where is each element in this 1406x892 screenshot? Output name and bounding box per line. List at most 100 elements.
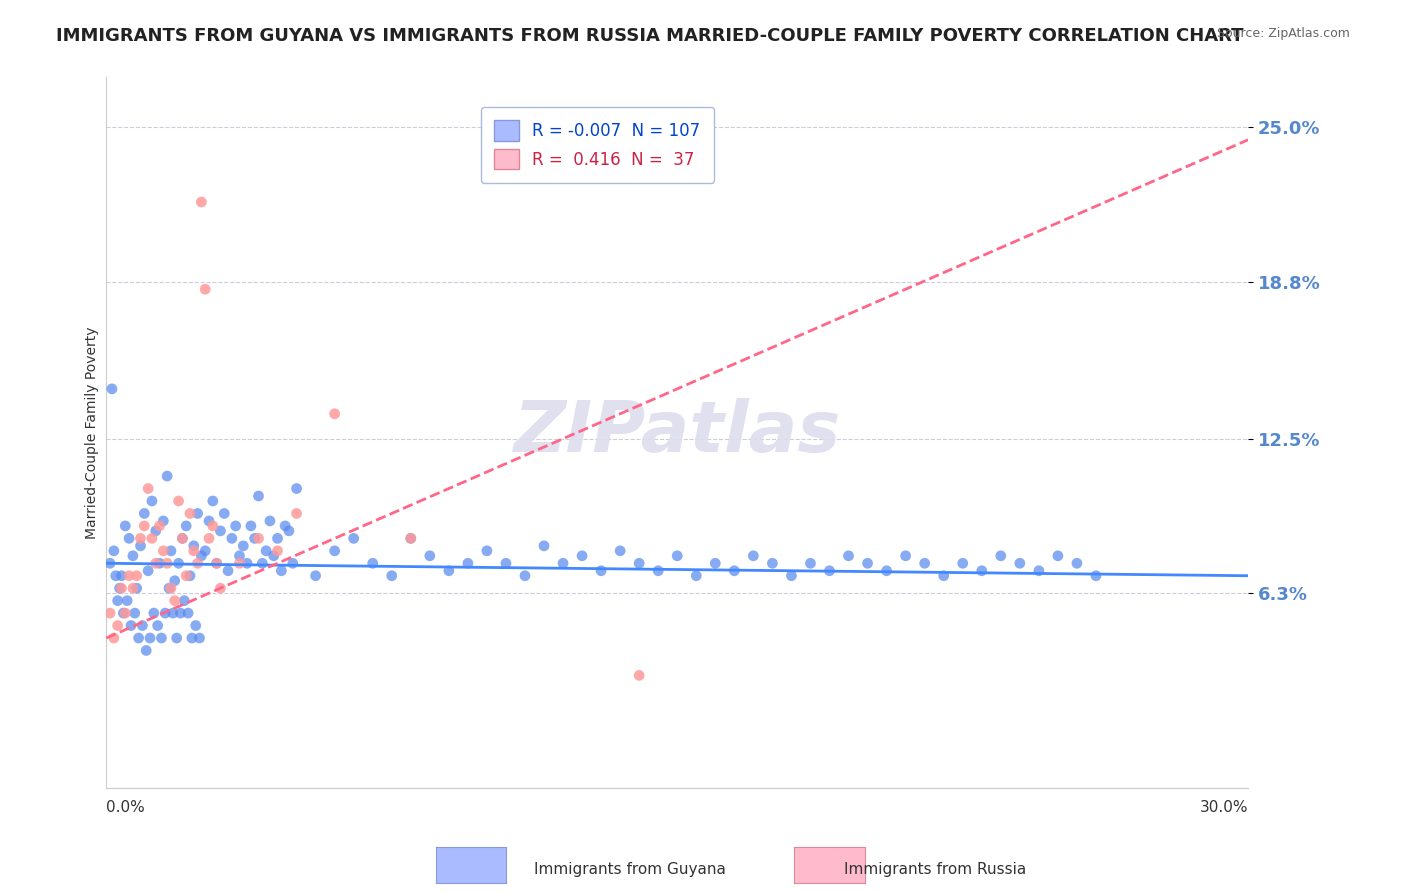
- Point: [266, 544, 288, 558]
- Point: [125, 568, 148, 582]
- Point: [174, 519, 197, 533]
- Point: [399, 532, 422, 546]
- Point: [970, 564, 993, 578]
- Point: [1046, 549, 1069, 563]
- Point: [160, 544, 183, 558]
- Point: [152, 544, 174, 558]
- Point: [914, 556, 936, 570]
- Point: [122, 549, 145, 563]
- Point: [112, 606, 135, 620]
- Point: [187, 556, 209, 570]
- Point: [343, 532, 366, 546]
- Point: [169, 606, 191, 620]
- Point: [142, 606, 165, 620]
- Point: [134, 507, 156, 521]
- Point: [205, 556, 228, 570]
- Point: [551, 556, 574, 570]
- Point: [252, 556, 274, 570]
- Point: [647, 564, 669, 578]
- Point: [201, 494, 224, 508]
- Point: [172, 532, 194, 546]
- Point: [173, 593, 195, 607]
- Point: [780, 568, 803, 582]
- Point: [685, 568, 707, 582]
- Point: [120, 618, 142, 632]
- Point: [148, 519, 170, 533]
- Point: [107, 593, 129, 607]
- Point: [876, 564, 898, 578]
- Point: [856, 556, 879, 570]
- Point: [124, 606, 146, 620]
- Point: [134, 519, 156, 533]
- Point: [381, 568, 404, 582]
- Point: [156, 469, 179, 483]
- Point: [150, 631, 173, 645]
- Text: Immigrants from Russia: Immigrants from Russia: [844, 863, 1026, 877]
- Point: [167, 494, 190, 508]
- Point: [254, 544, 277, 558]
- Point: [148, 556, 170, 570]
- Point: [180, 631, 202, 645]
- Point: [167, 556, 190, 570]
- Point: [236, 556, 259, 570]
- Point: [259, 514, 281, 528]
- Point: [172, 532, 194, 546]
- Point: [513, 568, 536, 582]
- Point: [108, 581, 131, 595]
- Point: [141, 494, 163, 508]
- Point: [228, 549, 250, 563]
- Point: [98, 556, 121, 570]
- Point: [166, 631, 188, 645]
- Point: [118, 568, 141, 582]
- Point: [177, 606, 200, 620]
- Point: [136, 564, 159, 578]
- Text: Source: ZipAtlas.com: Source: ZipAtlas.com: [1216, 27, 1350, 40]
- Point: [135, 643, 157, 657]
- Point: [129, 539, 152, 553]
- Point: [457, 556, 479, 570]
- Point: [217, 564, 239, 578]
- Point: [184, 618, 207, 632]
- Point: [152, 514, 174, 528]
- Point: [190, 549, 212, 563]
- Point: [243, 532, 266, 546]
- Point: [761, 556, 783, 570]
- Point: [225, 519, 247, 533]
- Point: [1066, 556, 1088, 570]
- Point: [101, 382, 124, 396]
- Point: [221, 532, 243, 546]
- Point: [932, 568, 955, 582]
- Point: [323, 544, 346, 558]
- Point: [157, 581, 180, 595]
- Point: [274, 519, 297, 533]
- Point: [239, 519, 262, 533]
- Point: [187, 507, 209, 521]
- Point: [818, 564, 841, 578]
- Point: [198, 532, 221, 546]
- Point: [190, 194, 212, 209]
- Point: [285, 507, 308, 521]
- Point: [201, 519, 224, 533]
- Point: [163, 574, 186, 588]
- Point: [104, 568, 127, 582]
- Point: [209, 524, 232, 538]
- Point: [304, 568, 326, 582]
- Point: [156, 556, 179, 570]
- Point: [437, 564, 460, 578]
- Point: [278, 524, 301, 538]
- Point: [1028, 564, 1050, 578]
- Point: [145, 556, 167, 570]
- Text: Immigrants from Guyana: Immigrants from Guyana: [534, 863, 725, 877]
- Point: [285, 482, 308, 496]
- Point: [103, 544, 125, 558]
- Point: [475, 544, 498, 558]
- Y-axis label: Married-Couple Family Poverty: Married-Couple Family Poverty: [86, 326, 100, 539]
- Point: [146, 618, 169, 632]
- Point: [179, 568, 201, 582]
- Point: [114, 519, 136, 533]
- Point: [591, 564, 613, 578]
- Point: [270, 564, 292, 578]
- Point: [174, 568, 197, 582]
- Point: [399, 532, 422, 546]
- Point: [163, 593, 186, 607]
